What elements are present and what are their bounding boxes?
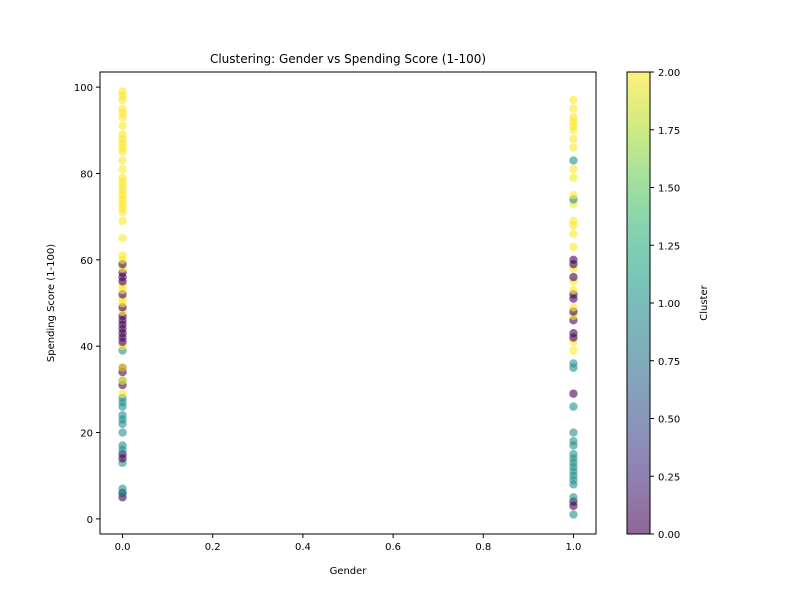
data-point <box>569 436 578 446</box>
data-point <box>118 234 127 243</box>
colorbar-tick-label: 1.75 <box>658 126 680 137</box>
data-point <box>569 173 578 182</box>
data-point <box>569 216 578 226</box>
data-point <box>118 104 127 113</box>
plot-frame <box>99 71 597 535</box>
x-tick-label: 0.4 <box>295 542 311 553</box>
y-axis-title: Spending Score (1-100) <box>46 244 57 362</box>
data-point <box>569 272 578 282</box>
colorbar-tick-label: 0.50 <box>658 415 680 426</box>
y-tick-label: 80 <box>80 169 93 180</box>
data-point <box>569 242 578 252</box>
data-point <box>569 255 578 265</box>
data-point <box>569 303 578 312</box>
data-point <box>569 190 578 200</box>
y-axis: 0 20 40 60 80 100 <box>74 83 100 526</box>
data-point <box>118 441 127 450</box>
data-point <box>569 229 578 239</box>
data-point <box>569 113 578 122</box>
data-point <box>569 156 578 165</box>
data-point <box>118 130 127 139</box>
x-tick-label: 0.2 <box>205 542 221 553</box>
colorbar-title: Cluster <box>699 284 710 320</box>
data-point <box>118 376 127 385</box>
y-tick-label: 100 <box>74 83 93 94</box>
data-point <box>569 134 578 144</box>
data-point <box>569 402 578 411</box>
data-point <box>569 346 578 355</box>
data-point <box>569 143 578 152</box>
data-point <box>569 359 578 368</box>
data-point <box>569 510 578 519</box>
colorbar-tick-label: 0.00 <box>658 530 680 541</box>
data-point <box>118 411 127 420</box>
data-point <box>569 449 578 459</box>
x-axis: 0.0 0.2 0.4 0.6 0.8 1.0 <box>115 534 582 553</box>
data-point <box>118 156 127 165</box>
data-point <box>118 173 127 182</box>
colorbar-tick-label: 1.25 <box>658 241 680 252</box>
x-axis-title: Gender <box>330 566 368 577</box>
colorbar-axis: 0.00 0.25 0.50 0.75 1.00 1.25 1.50 1.75 2.00 <box>650 68 680 541</box>
x-tick-label: 0.0 <box>115 542 131 553</box>
x-tick-label: 0.6 <box>385 542 401 553</box>
data-point <box>118 121 127 131</box>
data-point <box>569 493 578 502</box>
chart-title: Clustering: Gender vs Spending Score (1-… <box>210 52 486 66</box>
data-point <box>118 164 127 174</box>
data-point <box>569 164 578 174</box>
colorbar-tick-label: 1.00 <box>658 299 680 310</box>
colorbar-tick-label: 0.25 <box>658 472 680 483</box>
data-point <box>569 329 578 338</box>
data-point <box>118 428 127 437</box>
colorbar <box>627 72 650 534</box>
y-tick-label: 0 <box>87 515 93 526</box>
data-point <box>569 428 578 437</box>
colorbar-tick-label: 0.75 <box>658 357 680 368</box>
data-point <box>569 95 578 105</box>
data-point <box>118 389 127 398</box>
x-tick-label: 1.0 <box>566 542 582 553</box>
colorbar-tick-label: 2.00 <box>658 68 680 79</box>
data-point <box>118 216 127 226</box>
points-layer <box>118 87 578 519</box>
y-tick-label: 20 <box>80 429 93 440</box>
data-point <box>569 389 578 398</box>
data-point <box>118 484 127 493</box>
colorbar-tick-label: 1.50 <box>658 184 680 195</box>
data-point <box>118 251 127 260</box>
y-tick-label: 60 <box>80 256 93 267</box>
data-point <box>118 87 127 96</box>
data-point <box>118 363 127 372</box>
x-tick-label: 0.8 <box>475 542 491 553</box>
data-point <box>569 285 578 295</box>
y-tick-label: 40 <box>80 342 93 353</box>
data-point <box>569 104 578 113</box>
